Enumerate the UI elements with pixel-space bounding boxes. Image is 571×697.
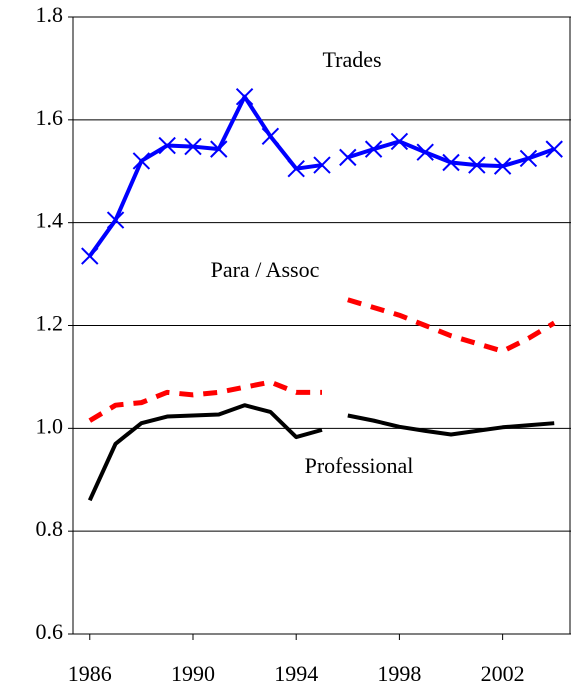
marker xyxy=(184,137,202,156)
y-tick-label: 1.8 xyxy=(36,2,64,27)
marker xyxy=(339,148,357,167)
marker xyxy=(416,143,434,161)
marker xyxy=(287,159,305,178)
marker xyxy=(106,211,125,229)
marker xyxy=(519,149,538,168)
y-tick-label: 1.6 xyxy=(36,105,64,130)
series-line xyxy=(87,403,323,502)
marker xyxy=(261,127,280,145)
marker xyxy=(468,156,486,174)
marker xyxy=(390,132,409,151)
series-line xyxy=(88,94,323,258)
annotation: Para / Assoc xyxy=(211,257,320,282)
marker xyxy=(235,87,254,106)
marker xyxy=(313,156,331,174)
marker xyxy=(158,136,176,155)
x-tick-label: 1986 xyxy=(68,661,112,686)
annotation: Professional xyxy=(305,453,414,478)
y-tick-label: 1.2 xyxy=(36,311,64,336)
y-tick-label: 0.8 xyxy=(36,516,64,541)
marker xyxy=(493,157,512,175)
series-line xyxy=(347,413,555,437)
marker xyxy=(210,140,228,158)
plot-frame xyxy=(72,16,571,635)
marker xyxy=(364,140,383,158)
marker xyxy=(132,152,151,170)
x-tick-label: 1990 xyxy=(171,661,215,686)
y-tick-label: 1.0 xyxy=(36,413,64,438)
y-tick-label: 1.4 xyxy=(36,208,64,233)
annotation: Trades xyxy=(322,47,381,72)
x-tick-label: 1998 xyxy=(377,661,421,686)
series-line xyxy=(88,379,322,423)
x-tick-label: 2002 xyxy=(481,661,525,686)
marker xyxy=(81,247,99,265)
x-tick-label: 1994 xyxy=(274,661,318,686)
marker xyxy=(545,140,563,158)
series-line xyxy=(347,297,556,354)
marker xyxy=(442,153,460,172)
y-tick-label: 0.6 xyxy=(36,619,64,644)
